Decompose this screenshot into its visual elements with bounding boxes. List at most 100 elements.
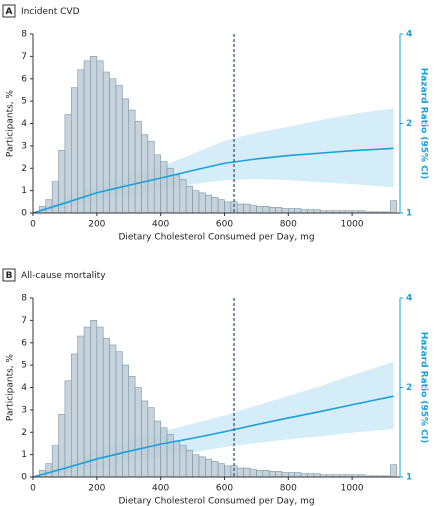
histogram-bar: [275, 471, 283, 478]
y-tick-label: 6: [21, 74, 27, 84]
x-axis-label: Dietary Cholesterol Consumed per Day, mg: [118, 497, 314, 506]
y2-axis-label: Hazard Ratio (95% CI): [419, 332, 429, 444]
y-tick-label: 0: [21, 209, 27, 219]
x-tick-label: 600: [216, 484, 233, 494]
histogram-bar: [128, 376, 136, 478]
histogram-bar: [205, 194, 213, 214]
histogram-bar: [300, 473, 308, 478]
y-tick-label: 8: [21, 294, 27, 304]
histogram-bar: [115, 85, 123, 214]
histogram-bar: [102, 71, 110, 214]
histogram-bar: [217, 463, 225, 478]
y-tick-label: 7: [21, 52, 27, 62]
y2-tick-label: 4: [406, 294, 412, 304]
histogram-bar: [300, 209, 308, 214]
histogram-bar: [160, 427, 168, 478]
histogram-bar: [179, 179, 187, 214]
chart-title: Incident CVD: [21, 7, 80, 17]
histogram-bar: [58, 414, 66, 478]
histogram-bar: [224, 201, 232, 214]
histogram-bar: [153, 420, 161, 478]
histogram-bar: [211, 461, 219, 478]
y-tick-label: 4: [21, 119, 27, 129]
histogram-bar: [268, 471, 276, 478]
histogram-bar: [275, 207, 283, 214]
histogram-bar: [64, 114, 72, 214]
x-axis-label: Dietary Cholesterol Consumed per Day, mg: [118, 233, 314, 243]
histogram-bar: [224, 465, 232, 478]
x-tick-label: 400: [152, 220, 169, 230]
histogram-bar: [185, 185, 193, 214]
y-tick-label: 3: [21, 405, 27, 415]
histogram-bar: [288, 208, 295, 214]
y-tick-label: 1: [21, 186, 27, 196]
histogram-bar: [115, 351, 123, 478]
histogram-bar: [192, 190, 200, 214]
histogram-bar: [211, 197, 219, 214]
histogram-bar: [262, 469, 270, 478]
histogram-bar: [281, 208, 289, 214]
x-tick-label: 1000: [341, 220, 364, 230]
histogram-bar: [153, 154, 161, 214]
histogram-bar: [70, 87, 78, 214]
histogram-bar: [256, 205, 264, 214]
x-tick-label: 1000: [341, 484, 364, 494]
histogram-bar: [134, 120, 142, 214]
hazard-line: [32, 147, 394, 214]
histogram-bar: [109, 78, 117, 214]
y-tick-label: 8: [21, 30, 27, 40]
histogram-bar: [390, 464, 398, 478]
histogram-bar: [236, 467, 244, 478]
x-tick-label: 400: [152, 484, 169, 494]
histogram-bar: [45, 463, 53, 478]
histogram-bar: [307, 473, 315, 478]
histogram-bar: [173, 174, 181, 214]
y-tick-label: 0: [21, 473, 27, 483]
histogram-bar: [185, 449, 193, 478]
histogram-bar: [313, 473, 321, 478]
histogram-bar: [90, 56, 98, 214]
histogram-bar: [109, 344, 117, 478]
y-tick-label: 5: [21, 97, 27, 107]
histogram-bar: [198, 192, 206, 214]
histogram-bar: [173, 440, 181, 478]
chart-title: All-cause mortality: [21, 271, 106, 281]
y-axis-label: Participants, %: [6, 353, 16, 421]
x-tick-label: 0: [30, 220, 36, 230]
histogram-bar: [179, 445, 187, 478]
histogram-bar: [281, 472, 289, 478]
y2-tick-label: 2: [406, 119, 412, 129]
histogram-bar: [64, 380, 72, 478]
hazard-line: [32, 395, 394, 478]
histogram-bar: [192, 454, 200, 478]
y-tick-label: 7: [21, 316, 27, 326]
histogram-bar: [134, 387, 142, 478]
panel-label-box: [2, 4, 16, 18]
histogram-bar: [77, 335, 85, 478]
histogram-bar: [256, 469, 264, 478]
histogram-bar: [141, 134, 149, 214]
panel-label-box: [2, 268, 16, 282]
histogram-bar: [294, 472, 302, 478]
y-tick-label: 4: [21, 383, 27, 393]
histogram-bar: [262, 205, 270, 214]
histogram-bar: [122, 98, 130, 214]
histogram-bar: [249, 204, 257, 214]
histogram-bar: [313, 209, 321, 214]
x-tick-label: 200: [88, 484, 105, 494]
x-tick-label: 800: [280, 484, 297, 494]
histogram-bar: [243, 203, 251, 214]
y2-axis-label: Hazard Ratio (95% CI): [419, 68, 429, 180]
x-tick-label: 600: [216, 220, 233, 230]
y-tick-label: 1: [21, 450, 27, 460]
histogram-bar: [217, 199, 225, 214]
histogram-bar: [249, 468, 257, 478]
histogram-bar: [390, 200, 398, 214]
y-tick-label: 2: [21, 164, 27, 174]
histogram-bar: [96, 60, 104, 214]
histogram-bar: [160, 161, 168, 214]
histogram-bar: [70, 353, 78, 478]
y2-tick-label: 4: [406, 30, 412, 40]
y-tick-label: 3: [21, 141, 27, 151]
